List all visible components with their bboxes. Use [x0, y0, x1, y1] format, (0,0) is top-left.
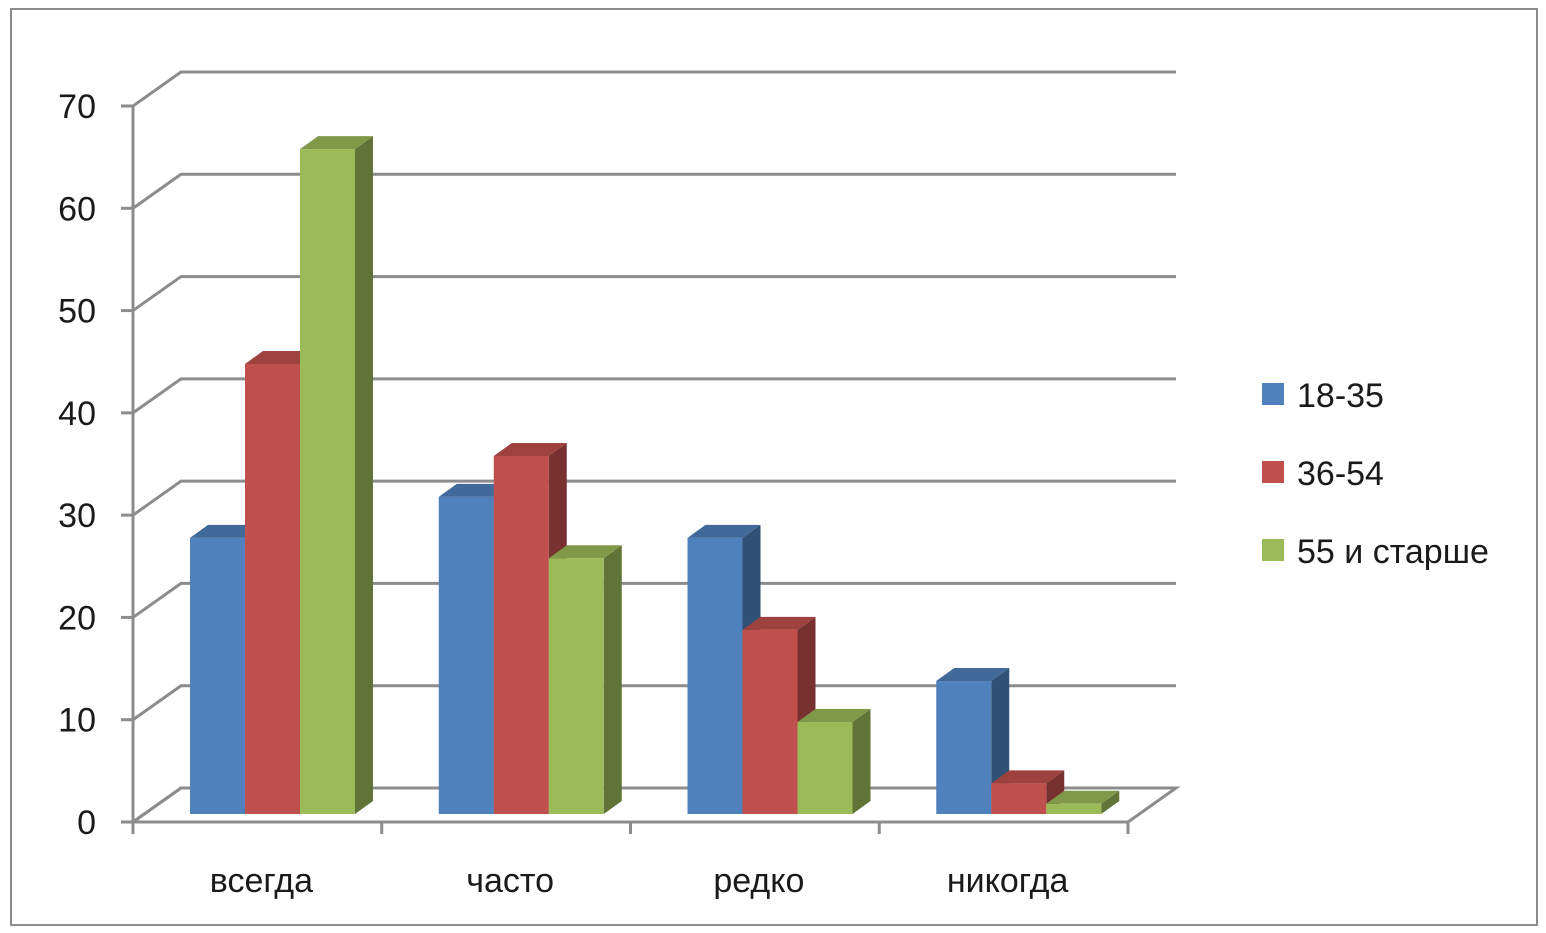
bar-top [1046, 790, 1120, 804]
gridline [132, 70, 1176, 108]
bar-55 и старше-часто [548, 545, 622, 814]
legend-item: 36-54 [1262, 455, 1384, 493]
bar-front [300, 149, 355, 815]
x-category-label: часто [466, 862, 554, 900]
legend-label: 36-54 [1297, 455, 1384, 493]
legend-swatch [1262, 383, 1284, 405]
gridline [132, 377, 1176, 415]
x-category-label: никогда [947, 862, 1069, 900]
bar-55 и старше-редко [797, 708, 871, 814]
y-tick-label: 70 [58, 88, 96, 126]
gridline [132, 275, 1176, 312]
bar-top [991, 770, 1065, 784]
gridline [132, 172, 1176, 210]
bar-front [1046, 803, 1102, 814]
y-tick-label: 40 [58, 395, 96, 433]
bar-top [190, 524, 263, 538]
gridline [132, 684, 1176, 721]
bar-front [190, 537, 245, 814]
legend-swatch [1262, 539, 1284, 561]
y-tick-label: 20 [58, 599, 96, 637]
bar-top [936, 668, 1010, 682]
bar-side [355, 136, 373, 815]
bar-side [603, 545, 622, 814]
y-tick-label: 60 [58, 190, 96, 228]
bar-front [742, 629, 798, 814]
gridline [132, 581, 1176, 619]
bar-55 и старше-всегда [300, 136, 373, 815]
bar-top [742, 616, 816, 630]
chart-frame [10, 8, 1538, 926]
gridline [132, 479, 1176, 517]
bar-front [245, 363, 300, 814]
bar-front [936, 681, 992, 814]
bar-top [493, 443, 567, 456]
x-category-label: редко [713, 862, 804, 900]
bar-top [300, 136, 373, 150]
bar-18-35-редко [687, 524, 761, 814]
legend-swatch [1262, 461, 1284, 483]
bar-top [548, 545, 622, 559]
y-tick-labels: 0 10 20 30 40 50 60 70 [58, 88, 96, 842]
bar-front [991, 783, 1047, 814]
axes [121, 104, 1130, 834]
bar-front [687, 537, 743, 814]
y-tick-label: 10 [58, 702, 96, 740]
bar-front [493, 456, 549, 814]
bar-front [548, 558, 604, 814]
y-tick-label: 30 [58, 497, 96, 535]
legend-item: 55 и старше [1262, 533, 1489, 571]
bar-front [797, 721, 853, 814]
bar-side [852, 708, 871, 814]
bar-front [438, 496, 494, 814]
legend-label: 55 и старше [1297, 533, 1489, 571]
bar-side [1101, 790, 1120, 814]
bar-top [687, 524, 761, 538]
legend-item: 18-35 [1262, 377, 1384, 415]
bar-top [245, 350, 318, 364]
y-tick-label: 0 [77, 804, 96, 842]
bar-top [438, 483, 512, 497]
bar-18-35-всегда [190, 524, 263, 814]
legend-label: 18-35 [1297, 377, 1384, 415]
x-category-label: всегда [210, 862, 313, 900]
x-category-labels: всегда часто редко никогда [210, 862, 1069, 900]
bar-55 и старше-никогда [1046, 790, 1120, 814]
gridlines [132, 70, 1176, 824]
bar-top [797, 708, 871, 722]
legend: 18-35 36-54 55 и старше [1262, 377, 1489, 571]
y-tick-label: 50 [58, 293, 96, 331]
bars [190, 136, 1120, 815]
